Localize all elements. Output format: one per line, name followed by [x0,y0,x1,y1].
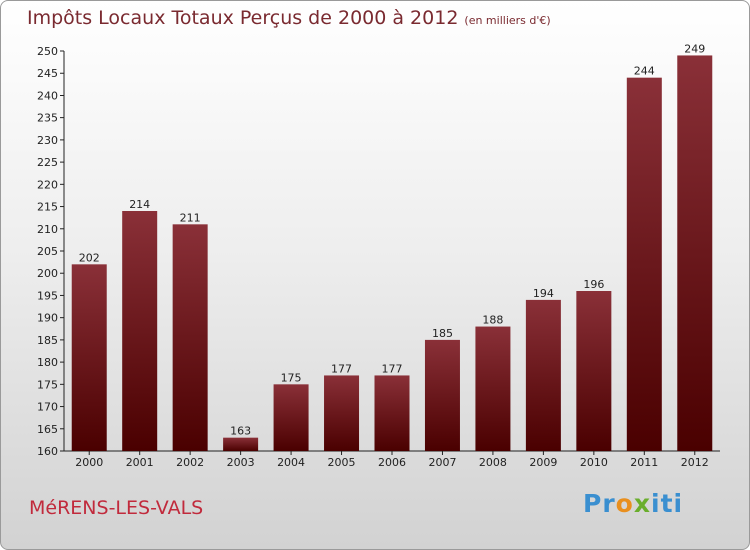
value-label: 194 [533,287,554,300]
y-tick-label: 160 [37,445,58,458]
logo-letter: i [673,489,684,518]
bar-2008 [475,326,511,451]
value-label: 249 [684,42,705,55]
chart-bars [71,55,713,452]
y-tick-label: 200 [37,267,58,280]
x-tick-label: 2011 [630,456,658,469]
bar-2010 [576,291,612,451]
proxiti-logo: Proxiti [583,489,683,518]
x-tick-label: 2000 [75,456,103,469]
value-label: 244 [634,65,655,78]
y-tick-label: 225 [37,156,58,169]
value-label: 202 [79,251,100,264]
x-tick-label: 2008 [479,456,507,469]
bar-2009 [525,299,561,451]
bar-2011 [626,77,662,452]
value-label: 177 [382,362,403,375]
chart-labels: 2000 202 2001 214 2002 211 2003 163 2004 175 2005 1… [75,42,709,469]
logo-letter: i [651,489,661,518]
y-tick-label: 210 [37,223,58,236]
x-tick-label: 2005 [328,456,356,469]
commune-name: MéRENS-LES-VALS [29,497,204,519]
y-tick-label: 215 [37,201,58,214]
value-label: 214 [129,198,150,211]
value-label: 211 [180,211,201,224]
y-tick-label: 165 [37,423,58,436]
x-tick-label: 2006 [378,456,406,469]
y-tick-label: 180 [37,356,58,369]
logo-letter: P [583,489,603,518]
value-label: 163 [230,425,251,438]
value-label: 196 [583,278,604,291]
bar-2006 [374,375,410,451]
bar-2001 [122,211,158,451]
logo-letter: t [660,489,674,518]
chart-title-text: Impôts Locaux Totaux Perçus de 2000 à 20… [27,7,459,29]
y-tick-label: 170 [37,401,58,414]
logo-letter: r [602,489,616,518]
x-tick-label: 2001 [126,456,154,469]
bar-2012 [677,55,713,451]
x-tick-label: 2002 [176,456,204,469]
value-label: 185 [432,327,453,340]
y-tick-label: 195 [37,289,58,302]
chart-subtitle: (en milliers d'€) [464,14,551,27]
logo-letter: x [633,489,651,518]
y-tick-label: 190 [37,312,58,325]
x-tick-label: 2007 [428,456,456,469]
x-tick-label: 2009 [529,456,557,469]
y-tick-label: 240 [37,89,58,102]
bar-2007 [424,339,460,451]
x-tick-label: 2012 [681,456,709,469]
bar-2003 [223,437,259,451]
x-tick-label: 2010 [580,456,608,469]
y-tick-label: 235 [37,112,58,125]
y-tick-label: 175 [37,378,58,391]
y-tick-label: 205 [37,245,58,258]
bar-2005 [324,375,360,451]
bar-2004 [273,384,309,451]
y-tick-label: 230 [37,134,58,147]
y-tick-label: 250 [37,45,58,58]
value-label: 188 [482,314,503,327]
y-tick-label: 245 [37,67,58,80]
logo-letter: o [615,489,634,518]
x-tick-label: 2003 [227,456,255,469]
value-label: 177 [331,362,352,375]
y-tick-label: 185 [37,334,58,347]
y-tick-label: 220 [37,178,58,191]
bar-2002 [172,224,208,451]
value-label: 175 [281,371,302,384]
bar-2000 [71,264,107,451]
x-tick-label: 2004 [277,456,305,469]
chart-title: Impôts Locaux Totaux Perçus de 2000 à 20… [27,7,551,29]
